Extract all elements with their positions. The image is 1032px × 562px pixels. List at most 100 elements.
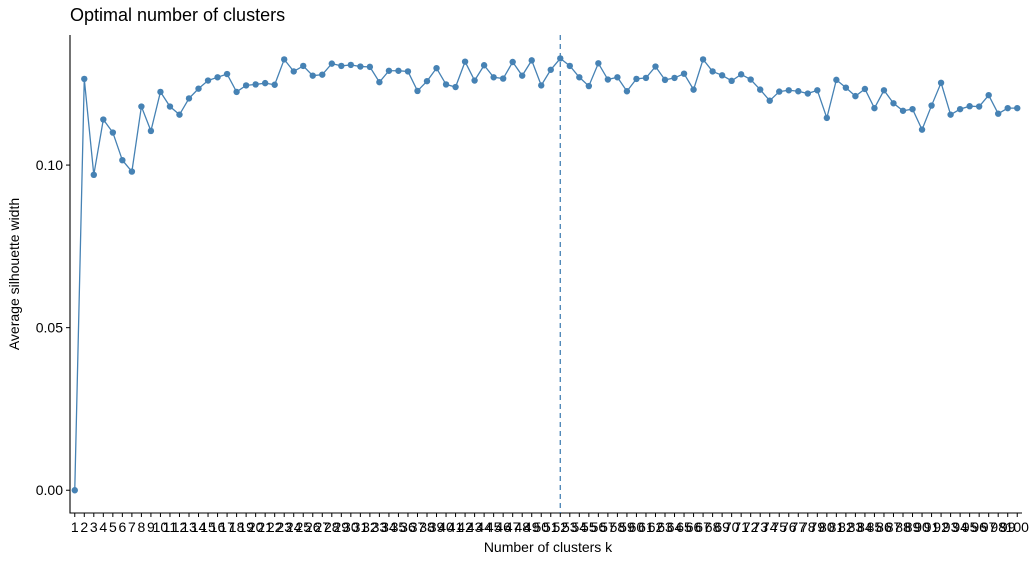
x-tick-label: 41 bbox=[448, 519, 464, 535]
x-tick-label: 91 bbox=[924, 519, 940, 535]
x-tick-label: 69 bbox=[714, 519, 730, 535]
data-point bbox=[795, 88, 802, 95]
x-tick-label: 35 bbox=[391, 519, 407, 535]
x-tick-label: 71 bbox=[733, 519, 749, 535]
x-tick-label: 48 bbox=[514, 519, 530, 535]
data-point bbox=[604, 76, 612, 83]
data-point bbox=[423, 77, 431, 85]
data-point bbox=[176, 111, 183, 118]
x-tick-label: 60 bbox=[629, 519, 645, 535]
x-tick-label: 58 bbox=[610, 519, 626, 535]
x-tick-label: 55 bbox=[581, 519, 597, 535]
data-point bbox=[680, 70, 688, 77]
data-point bbox=[442, 81, 450, 88]
data-point bbox=[509, 58, 516, 66]
x-tick-label: 38 bbox=[419, 519, 435, 535]
data-point bbox=[661, 76, 669, 84]
x-tick-label: 96 bbox=[971, 519, 987, 535]
x-tick-label: 50 bbox=[533, 519, 549, 535]
data-point bbox=[376, 78, 383, 86]
data-point bbox=[585, 82, 593, 90]
data-point bbox=[471, 77, 478, 84]
x-tick-label: 18 bbox=[229, 519, 245, 535]
x-tick-label: 92 bbox=[933, 519, 949, 535]
x-tick-label: 45 bbox=[486, 519, 502, 535]
data-point bbox=[995, 110, 1002, 117]
data-point bbox=[966, 103, 973, 110]
data-point bbox=[823, 114, 831, 122]
x-tick-label: 56 bbox=[591, 519, 607, 535]
x-tick-label: 7 bbox=[128, 519, 136, 535]
data-point bbox=[737, 71, 745, 78]
marks-layer bbox=[71, 35, 1021, 513]
x-tick-label: 15 bbox=[200, 519, 216, 535]
x-tick-label: 8 bbox=[138, 519, 146, 535]
data-point bbox=[233, 88, 240, 96]
data-point bbox=[338, 62, 345, 70]
series-line bbox=[74, 57, 1018, 491]
x-tick-label: 40 bbox=[438, 519, 454, 535]
y-tick-label: 0.10 bbox=[36, 157, 63, 173]
data-point bbox=[890, 100, 897, 107]
y-tick-label: 0.00 bbox=[36, 482, 63, 498]
data-point bbox=[566, 62, 573, 70]
data-point bbox=[480, 62, 488, 69]
data-point bbox=[252, 81, 259, 88]
data-point bbox=[728, 77, 735, 85]
x-tick-label: 20 bbox=[248, 519, 264, 535]
x-tick-label: 72 bbox=[743, 519, 759, 535]
data-point bbox=[918, 126, 926, 133]
x-tick-label: 10 bbox=[153, 519, 169, 535]
data-point bbox=[119, 156, 126, 164]
x-tick-label: 97 bbox=[981, 519, 997, 535]
data-point bbox=[623, 88, 631, 95]
x-tick-label: 37 bbox=[410, 519, 426, 535]
x-tick-label: 9 bbox=[147, 519, 155, 535]
x-tick-label: 1 bbox=[71, 519, 79, 535]
x-tick-label: 61 bbox=[638, 519, 654, 535]
x-tick-label: 73 bbox=[752, 519, 768, 535]
data-point bbox=[718, 72, 726, 79]
data-point bbox=[1004, 104, 1011, 112]
x-tick-label: 26 bbox=[305, 519, 321, 535]
x-tick-label: 33 bbox=[372, 519, 388, 535]
x-tick-label: 25 bbox=[295, 519, 311, 535]
data-point bbox=[271, 81, 278, 88]
data-point bbox=[652, 63, 659, 70]
x-tick-label: 34 bbox=[381, 519, 397, 535]
x-tick-label: 62 bbox=[648, 519, 664, 535]
data-point bbox=[928, 102, 935, 109]
data-point bbox=[90, 171, 98, 179]
data-point bbox=[395, 67, 402, 74]
data-point bbox=[71, 487, 78, 494]
data-point bbox=[281, 56, 288, 63]
data-point bbox=[576, 74, 583, 81]
x-tick-label: 87 bbox=[886, 519, 902, 535]
x-tick-label: 31 bbox=[353, 519, 369, 535]
data-point bbox=[109, 129, 117, 136]
data-point bbox=[690, 86, 697, 93]
data-point bbox=[385, 67, 393, 74]
x-tick-label: 52 bbox=[552, 519, 568, 535]
x-tick-label: 66 bbox=[686, 519, 702, 535]
data-point bbox=[633, 75, 640, 83]
data-point bbox=[195, 85, 202, 92]
x-tick-label: 14 bbox=[191, 519, 207, 535]
data-point bbox=[490, 74, 497, 81]
x-tick-label: 65 bbox=[676, 519, 692, 535]
data-point bbox=[81, 75, 88, 83]
x-tick-label: 77 bbox=[790, 519, 806, 535]
x-tick-label: 57 bbox=[600, 519, 616, 535]
x-tick-label: 24 bbox=[286, 519, 302, 535]
x-tick-label: 6 bbox=[118, 519, 126, 535]
x-tick-label: 49 bbox=[524, 519, 540, 535]
data-point bbox=[261, 79, 269, 87]
x-tick-label: 22 bbox=[267, 519, 283, 535]
data-point bbox=[147, 127, 155, 135]
data-point bbox=[975, 103, 983, 110]
data-point bbox=[642, 74, 650, 82]
x-tick-label: 23 bbox=[276, 519, 292, 535]
data-point bbox=[699, 56, 707, 63]
data-point bbox=[157, 88, 164, 96]
data-point bbox=[785, 87, 792, 94]
